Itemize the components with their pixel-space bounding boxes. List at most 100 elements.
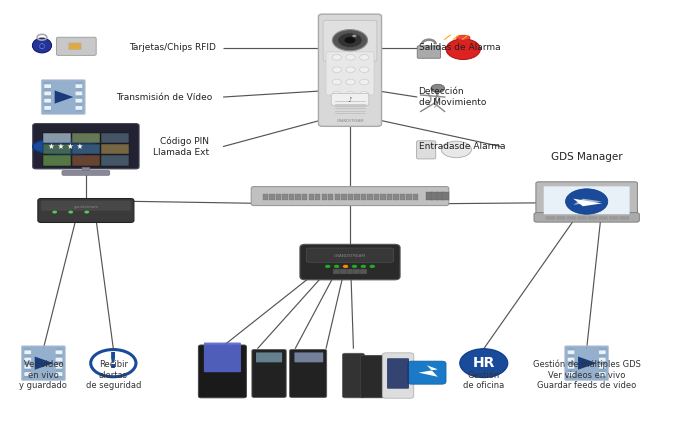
- FancyBboxPatch shape: [599, 372, 605, 376]
- FancyBboxPatch shape: [416, 141, 435, 159]
- FancyBboxPatch shape: [609, 216, 619, 220]
- FancyBboxPatch shape: [55, 350, 62, 354]
- FancyBboxPatch shape: [380, 194, 386, 200]
- Circle shape: [332, 67, 342, 72]
- Circle shape: [360, 91, 369, 97]
- FancyBboxPatch shape: [295, 194, 301, 200]
- Ellipse shape: [441, 141, 471, 158]
- FancyBboxPatch shape: [262, 194, 268, 200]
- FancyBboxPatch shape: [328, 194, 333, 200]
- Circle shape: [344, 37, 356, 43]
- FancyBboxPatch shape: [437, 192, 444, 200]
- FancyBboxPatch shape: [374, 194, 379, 200]
- FancyBboxPatch shape: [76, 106, 83, 110]
- FancyBboxPatch shape: [76, 99, 83, 103]
- FancyBboxPatch shape: [55, 365, 62, 369]
- FancyBboxPatch shape: [545, 216, 555, 220]
- FancyBboxPatch shape: [256, 352, 282, 362]
- Text: GRANDSTREAM: GRANDSTREAM: [336, 119, 364, 123]
- Circle shape: [69, 210, 73, 213]
- Polygon shape: [573, 199, 602, 205]
- Circle shape: [346, 67, 355, 72]
- Circle shape: [325, 265, 330, 268]
- FancyBboxPatch shape: [102, 155, 129, 165]
- FancyBboxPatch shape: [431, 192, 438, 200]
- FancyBboxPatch shape: [309, 194, 314, 200]
- Text: Código PIN
Llamada Ext: Código PIN Llamada Ext: [153, 136, 209, 157]
- FancyBboxPatch shape: [321, 194, 327, 200]
- FancyBboxPatch shape: [22, 346, 65, 381]
- Text: ○: ○: [39, 43, 45, 49]
- FancyBboxPatch shape: [25, 350, 31, 354]
- FancyBboxPatch shape: [426, 192, 433, 200]
- FancyBboxPatch shape: [360, 355, 385, 398]
- FancyBboxPatch shape: [43, 144, 71, 154]
- Text: GRANDSTREAM: GRANDSTREAM: [334, 254, 366, 258]
- FancyBboxPatch shape: [407, 361, 446, 384]
- Circle shape: [85, 210, 89, 213]
- FancyBboxPatch shape: [326, 52, 374, 95]
- Text: !: !: [108, 352, 118, 372]
- FancyBboxPatch shape: [354, 194, 360, 200]
- FancyBboxPatch shape: [102, 144, 129, 154]
- Polygon shape: [578, 357, 597, 370]
- FancyBboxPatch shape: [368, 194, 372, 200]
- Polygon shape: [82, 167, 90, 173]
- FancyBboxPatch shape: [25, 365, 31, 369]
- FancyBboxPatch shape: [417, 46, 440, 58]
- FancyBboxPatch shape: [387, 358, 409, 389]
- Text: Ver video
en vivo
y guardado: Ver video en vivo y guardado: [20, 360, 67, 390]
- FancyBboxPatch shape: [44, 99, 51, 103]
- FancyBboxPatch shape: [76, 82, 82, 112]
- FancyBboxPatch shape: [41, 80, 85, 115]
- Circle shape: [332, 29, 368, 51]
- FancyBboxPatch shape: [72, 133, 100, 143]
- Text: GDS Manager: GDS Manager: [551, 152, 622, 162]
- Circle shape: [460, 349, 508, 378]
- Circle shape: [343, 265, 349, 268]
- Polygon shape: [573, 199, 602, 206]
- FancyBboxPatch shape: [568, 350, 575, 354]
- FancyBboxPatch shape: [252, 349, 286, 397]
- Text: Recibir
alertas
de seguridad: Recibir alertas de seguridad: [85, 360, 141, 390]
- Text: grandstream: grandstream: [74, 205, 99, 209]
- FancyBboxPatch shape: [387, 194, 392, 200]
- Text: ★ ★ ★ ★: ★ ★ ★ ★: [48, 142, 83, 151]
- Text: Detección
de Movimiento: Detección de Movimiento: [419, 87, 486, 107]
- Circle shape: [346, 91, 355, 97]
- FancyBboxPatch shape: [38, 199, 134, 222]
- FancyBboxPatch shape: [393, 194, 399, 200]
- FancyBboxPatch shape: [333, 269, 340, 274]
- FancyBboxPatch shape: [599, 350, 605, 354]
- FancyBboxPatch shape: [43, 133, 71, 143]
- FancyBboxPatch shape: [55, 357, 62, 361]
- Circle shape: [370, 265, 375, 268]
- FancyBboxPatch shape: [360, 194, 366, 200]
- FancyBboxPatch shape: [44, 84, 51, 88]
- Circle shape: [346, 55, 355, 60]
- Circle shape: [360, 55, 369, 60]
- Circle shape: [332, 55, 342, 60]
- Circle shape: [338, 33, 362, 48]
- FancyBboxPatch shape: [25, 357, 31, 361]
- FancyBboxPatch shape: [340, 269, 346, 274]
- FancyBboxPatch shape: [25, 372, 31, 376]
- Text: Transmisión de Vídeo: Transmisión de Vídeo: [116, 93, 213, 101]
- FancyBboxPatch shape: [57, 37, 96, 56]
- FancyBboxPatch shape: [544, 187, 629, 214]
- FancyBboxPatch shape: [43, 155, 71, 165]
- FancyBboxPatch shape: [354, 269, 360, 274]
- FancyBboxPatch shape: [335, 194, 340, 200]
- FancyBboxPatch shape: [323, 20, 377, 61]
- FancyBboxPatch shape: [568, 365, 575, 369]
- FancyBboxPatch shape: [567, 216, 576, 220]
- FancyBboxPatch shape: [348, 194, 353, 200]
- FancyBboxPatch shape: [25, 348, 31, 378]
- FancyBboxPatch shape: [290, 349, 327, 397]
- FancyBboxPatch shape: [44, 91, 51, 95]
- FancyBboxPatch shape: [346, 269, 354, 274]
- FancyBboxPatch shape: [413, 194, 419, 200]
- FancyBboxPatch shape: [33, 124, 139, 169]
- Text: ♪: ♪: [348, 97, 352, 103]
- FancyBboxPatch shape: [44, 82, 51, 112]
